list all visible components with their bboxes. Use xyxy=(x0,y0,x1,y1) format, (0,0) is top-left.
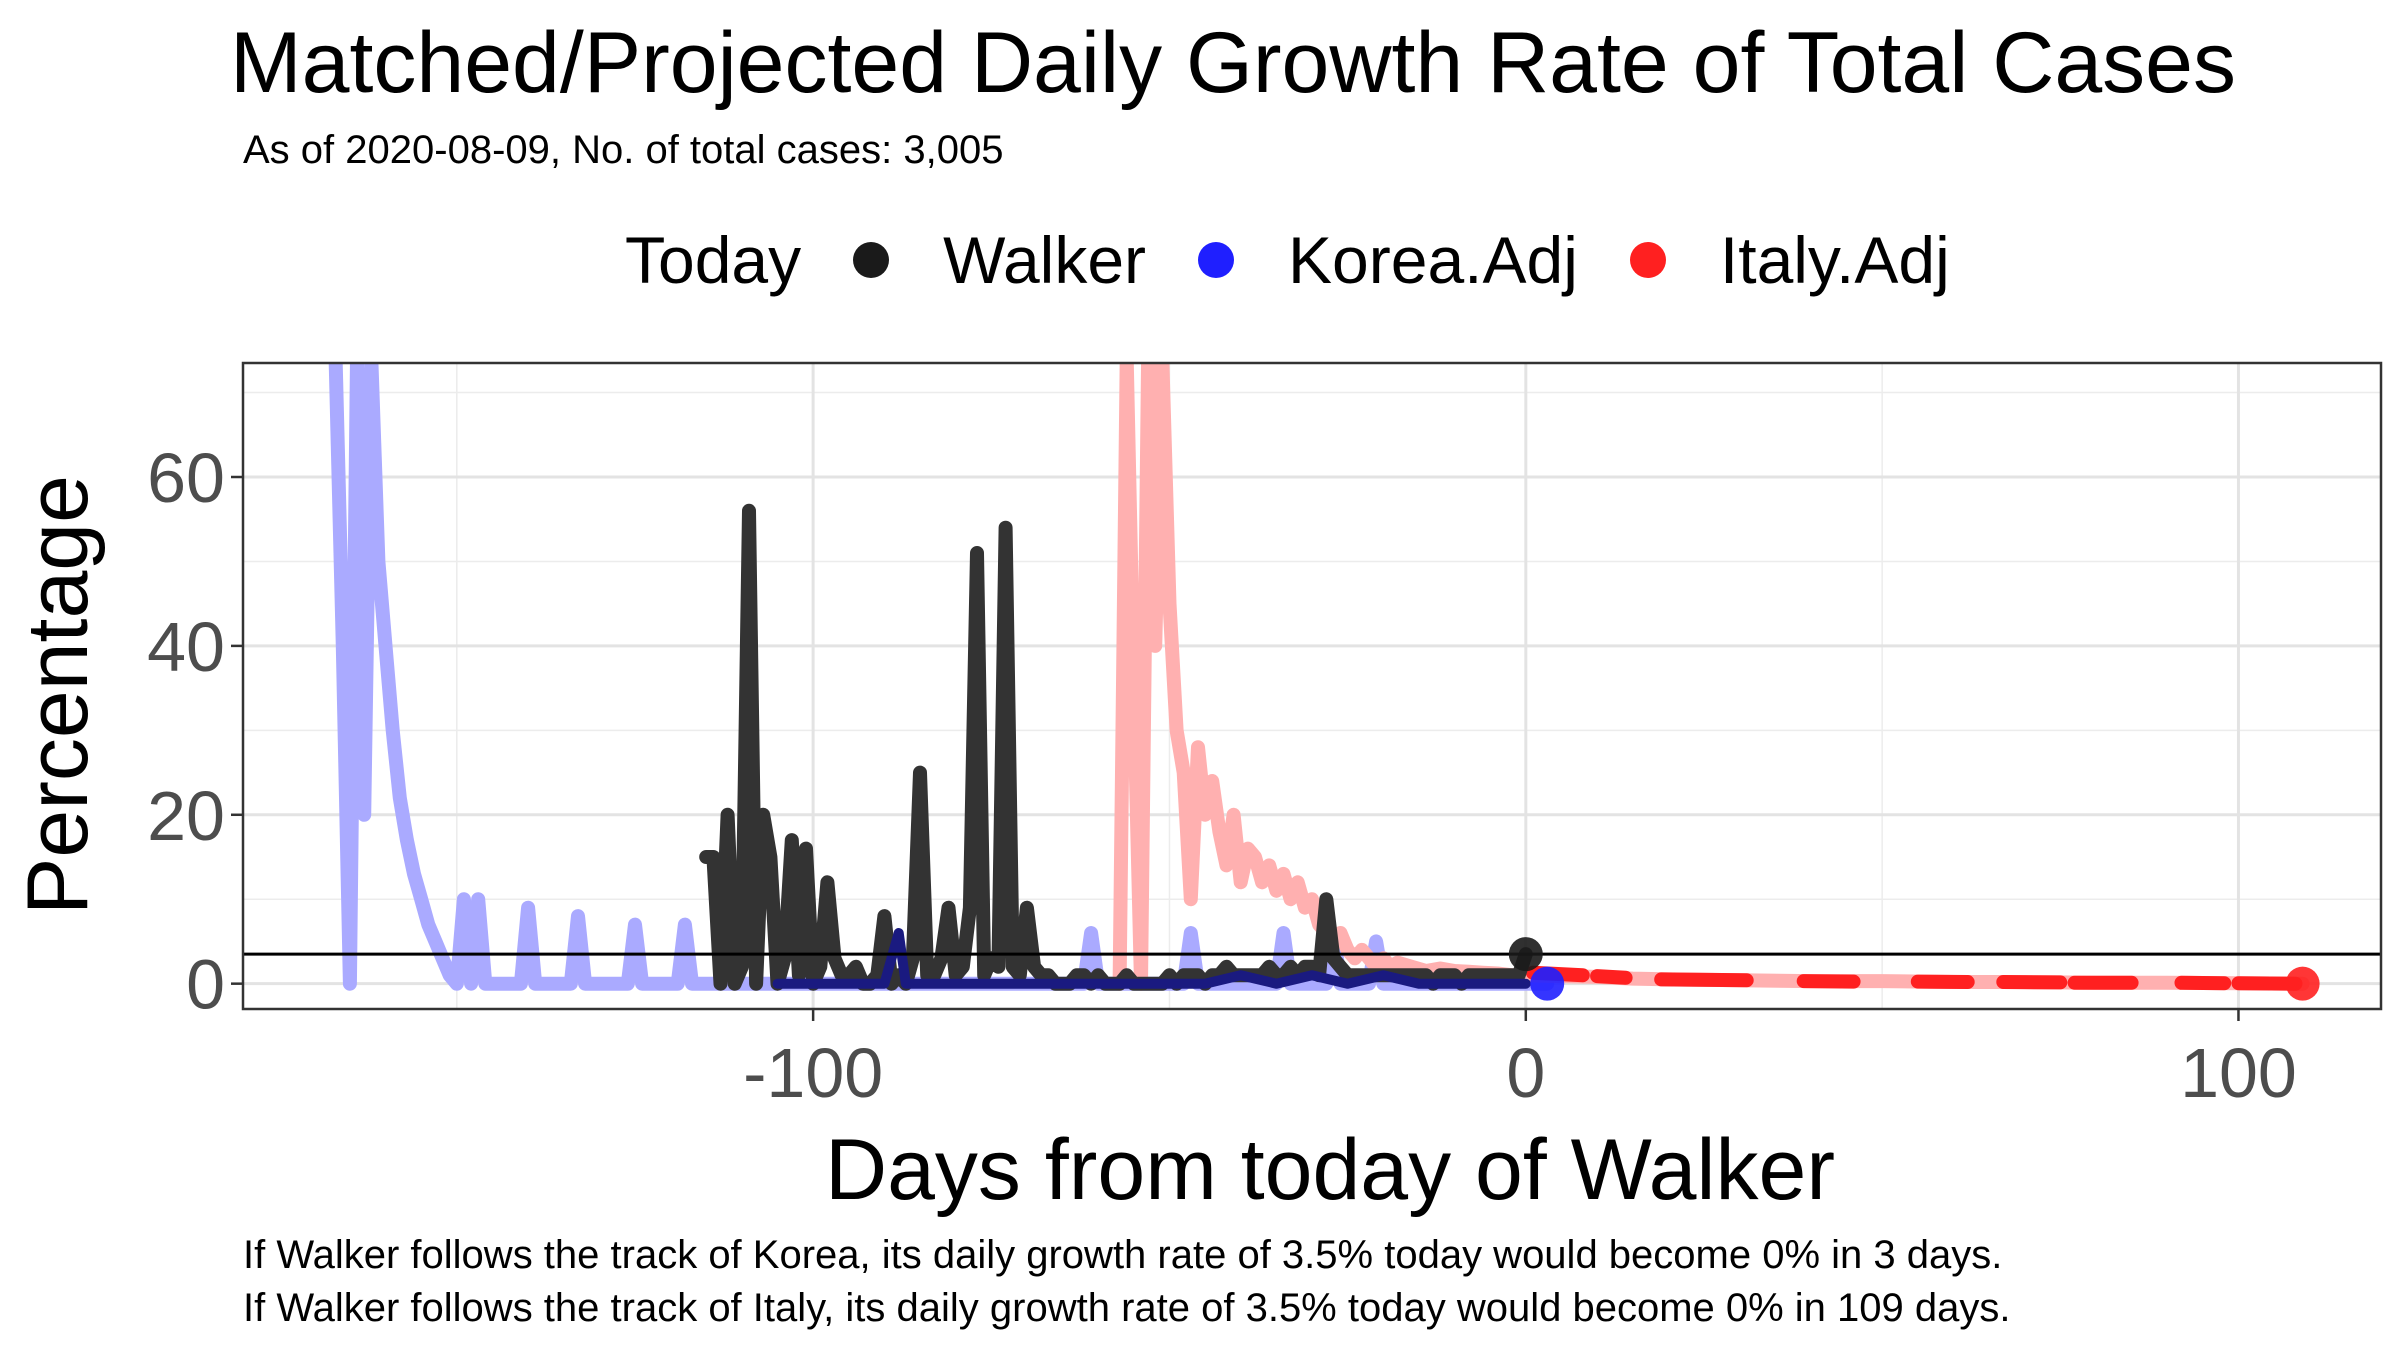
today-point-walker xyxy=(1508,937,1543,972)
series-italy-adj-projection-segment xyxy=(1654,972,1754,988)
legend: Today Walker Korea.Adj Italy.Adj xyxy=(625,215,2002,305)
legend-item-korea: Korea.Adj xyxy=(1198,222,1578,298)
legend-label-walker: Walker xyxy=(943,223,1147,297)
legend-swatch-italy xyxy=(1629,242,1666,278)
y-axis-label: Percentage xyxy=(10,475,106,915)
legend-item-walker: Walker xyxy=(853,222,1146,298)
y-tick-label: 40 xyxy=(147,608,225,686)
legend-label-korea: Korea.Adj xyxy=(1288,223,1578,297)
legend-label-italy: Italy.Adj xyxy=(1719,223,1950,297)
panel-border xyxy=(241,361,2383,1011)
series-korea-adj-matched xyxy=(772,928,1531,989)
y-tick-label: 60 xyxy=(147,439,225,517)
y-tick-label: 20 xyxy=(147,777,225,855)
series-italy-adj-projection-segment xyxy=(1590,969,1633,985)
series-korea-adj xyxy=(328,363,1555,991)
series-italy-adj-projection-segment xyxy=(1796,974,1861,989)
legend-swatch-korea xyxy=(1198,242,1235,278)
x-axis: -100 0 100 xyxy=(743,1009,2297,1112)
today-point-italy-adj xyxy=(2285,966,2320,1001)
chart-subtitle: As of 2020-08-09, No. of total cases: 3,… xyxy=(243,128,1004,172)
x-tick-label: -100 xyxy=(743,1034,883,1112)
y-tick-label: 0 xyxy=(186,946,225,1024)
note-italy: If Walker follows the track of Italy, it… xyxy=(243,1286,2011,1330)
today-points xyxy=(1508,937,2320,1001)
chart-title: Matched/Projected Daily Growth Rate of T… xyxy=(230,15,2237,111)
y-axis: 0 20 40 60 xyxy=(147,439,243,1024)
x-tick-label: 0 xyxy=(1506,1034,1545,1112)
legend-item-italy: Italy.Adj xyxy=(1629,222,1950,298)
series-lines xyxy=(328,363,2310,991)
today-point-korea-adj xyxy=(1530,966,1565,1001)
legend-title: Today xyxy=(625,223,802,297)
x-tick-label: 100 xyxy=(2180,1034,2297,1112)
series-italy-adj xyxy=(1112,363,2310,991)
legend-swatch-walker xyxy=(853,242,890,278)
note-korea: If Walker follows the track of Korea, it… xyxy=(243,1233,2003,1277)
x-axis-label: Days from today of Walker xyxy=(825,1122,1835,1218)
